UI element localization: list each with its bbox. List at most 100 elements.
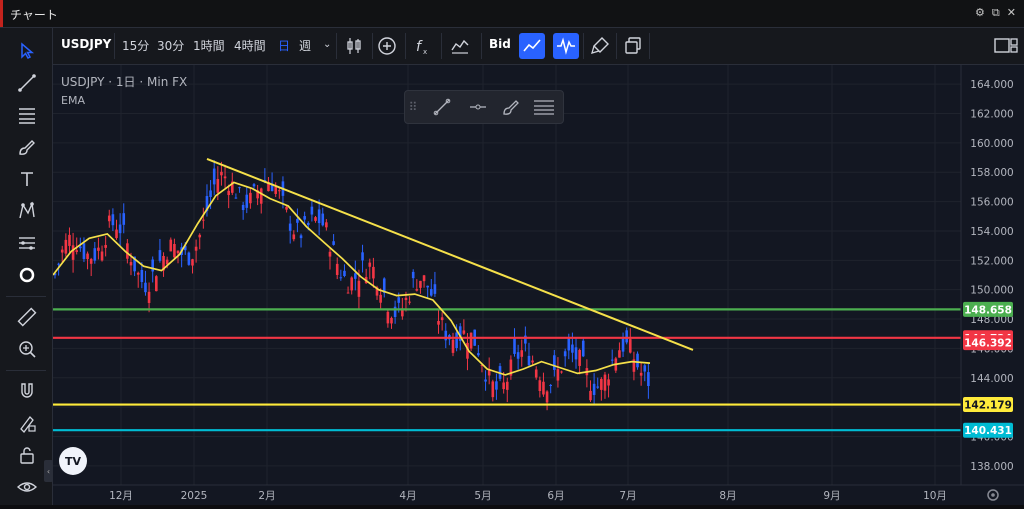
- candle-body: [426, 285, 429, 288]
- layouts-icon[interactable]: [620, 33, 646, 59]
- add-compare-icon[interactable]: [374, 33, 400, 59]
- forecast-tool-icon[interactable]: [14, 230, 40, 256]
- price-tick-label: 144.000: [970, 373, 1013, 385]
- toolbar-divider: [481, 33, 482, 59]
- circle-tool-icon[interactable]: [14, 262, 40, 288]
- candle-body: [183, 245, 187, 251]
- candle-body: [339, 277, 343, 279]
- level-label: 142.179: [964, 400, 1012, 412]
- toolbar-divider: [6, 296, 46, 297]
- ruler-icon[interactable]: [14, 304, 40, 330]
- price-chart[interactable]: 164.000 162.000 160.000 158.000 156.000 154.0…: [52, 65, 1024, 505]
- candle-body: [89, 258, 93, 264]
- interval-dropdown-icon[interactable]: ⌄: [323, 39, 332, 50]
- candle-body: [133, 256, 136, 272]
- symbol-label[interactable]: USDJPY: [61, 37, 112, 51]
- interval-1w[interactable]: 週: [299, 39, 312, 53]
- magnet-icon[interactable]: [14, 378, 40, 404]
- candle-body: [82, 243, 86, 259]
- candle-body: [625, 330, 628, 343]
- zoom-icon[interactable]: [14, 336, 40, 362]
- candle-body: [60, 249, 64, 253]
- interval-1h[interactable]: 1時間: [193, 39, 225, 53]
- trend-line[interactable]: [206, 158, 694, 351]
- price-tick-label: 150.000: [970, 285, 1013, 297]
- candle-body: [162, 255, 165, 271]
- price-type-button[interactable]: Bid: [489, 37, 511, 51]
- time-tick-label: 4月: [399, 490, 416, 502]
- collapse-toolbar-button[interactable]: ‹: [44, 460, 53, 482]
- indicator-legend-ema[interactable]: EMA: [61, 94, 85, 107]
- candle-body: [194, 246, 198, 251]
- interval-30m[interactable]: 30分: [157, 39, 185, 53]
- candle-body: [126, 243, 129, 259]
- multi-chart-icon[interactable]: [991, 33, 1021, 59]
- candle-body: [216, 179, 220, 193]
- float-trendline-icon[interactable]: [429, 94, 455, 120]
- candle-body: [343, 270, 346, 277]
- candle-body: [288, 223, 292, 231]
- lock-drawing-icon[interactable]: [14, 410, 40, 436]
- templates-icon[interactable]: [447, 33, 473, 59]
- popout-icon[interactable]: ⧉: [991, 6, 1000, 19]
- candle-body: [100, 251, 104, 261]
- settings-icon[interactable]: ⚙: [975, 6, 985, 19]
- candle-body: [455, 332, 458, 348]
- candle-body: [285, 206, 288, 210]
- candle-body: [241, 204, 245, 211]
- candle-body: [596, 386, 600, 388]
- candle-body: [187, 252, 191, 265]
- float-hline-icon[interactable]: [465, 94, 491, 120]
- price-axis[interactable]: [961, 65, 1024, 485]
- text-tool-icon[interactable]: [14, 166, 40, 192]
- visibility-icon[interactable]: [14, 474, 40, 500]
- float-brush-icon[interactable]: [499, 94, 525, 120]
- chart-area[interactable]: 164.000 162.000 160.000 158.000 156.000 154.0…: [52, 65, 1024, 505]
- candle-body: [71, 245, 75, 260]
- candle-body: [527, 355, 531, 366]
- time-axis[interactable]: [53, 485, 1024, 505]
- candle-style-icon[interactable]: [341, 33, 367, 59]
- candle-body: [440, 317, 444, 321]
- axis-settings-icon[interactable]: [987, 489, 999, 501]
- candle-body: [107, 215, 111, 222]
- fib-tool-icon[interactable]: [14, 102, 40, 128]
- line-chart-toggle-icon[interactable]: [519, 33, 545, 59]
- candle-body: [53, 273, 57, 276]
- candle-body: [357, 280, 361, 297]
- level-label-bg: [963, 301, 1013, 317]
- tv-logo[interactable]: TV: [59, 447, 87, 475]
- window-titlebar: チャート ⚙ ⧉ ✕: [0, 0, 1024, 28]
- candle-body: [202, 219, 205, 221]
- chart-legend-title[interactable]: USDJPY · 1日 · Min FX: [61, 75, 188, 89]
- toolbar-divider: [114, 33, 115, 59]
- toolbar-divider: [6, 370, 46, 371]
- float-fib-icon[interactable]: [531, 94, 557, 120]
- candle-body: [451, 339, 455, 353]
- price-tick-label: 162.000: [970, 108, 1013, 120]
- candle-body: [556, 369, 560, 381]
- brush-tool-icon[interactable]: [14, 134, 40, 160]
- interval-4h[interactable]: 4時間: [234, 39, 266, 53]
- candle-body: [57, 263, 60, 265]
- pattern-tool-icon[interactable]: [14, 198, 40, 224]
- candle-body: [393, 306, 397, 317]
- trendline-tool-icon[interactable]: [14, 70, 40, 96]
- close-icon[interactable]: ✕: [1006, 6, 1016, 19]
- wave-chart-toggle-icon[interactable]: [553, 33, 579, 59]
- interval-15m[interactable]: 15分: [122, 39, 150, 53]
- candle-body: [274, 186, 278, 194]
- level-label-bg: [963, 397, 1013, 413]
- interval-1d[interactable]: 日: [278, 39, 291, 53]
- lock-icon[interactable]: [14, 442, 40, 468]
- toolbar-divider: [405, 33, 406, 59]
- candle-body: [278, 190, 281, 192]
- horizontal-levels[interactable]: [53, 308, 961, 432]
- clear-drawings-icon[interactable]: [587, 33, 613, 59]
- candle-body: [350, 277, 353, 291]
- drag-handle-icon[interactable]: ⠿: [408, 100, 418, 114]
- cursor-icon[interactable]: [14, 38, 40, 64]
- candle-body: [386, 311, 390, 324]
